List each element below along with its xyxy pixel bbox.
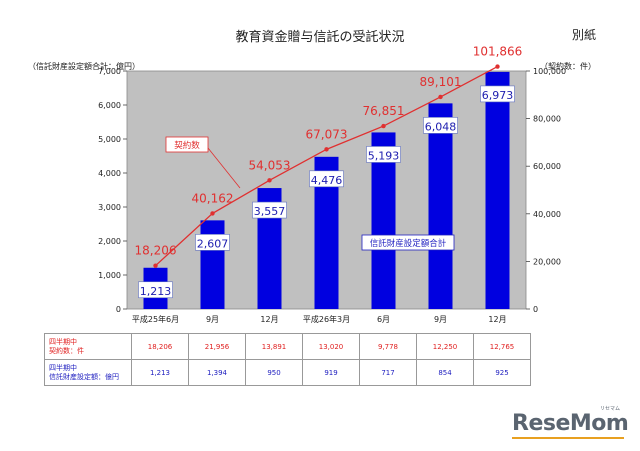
bar-label-box xyxy=(195,234,230,251)
right-tick-label: 20,000 xyxy=(533,257,561,266)
table-cell: 919 xyxy=(302,359,360,386)
x-tick-label: 12月 xyxy=(260,315,278,324)
table-cell: 12,250 xyxy=(416,333,474,360)
bar-label-box xyxy=(138,281,173,299)
bar-data-label: 6,048 xyxy=(425,120,457,133)
bar-label-box xyxy=(252,201,287,219)
contracts-data-label: 18,206 xyxy=(135,244,177,258)
bar xyxy=(485,71,510,309)
row-header-line2: 契約数：件 xyxy=(49,346,84,355)
right-tick-label: 60,000 xyxy=(533,162,561,171)
contracts-data-label: 40,162 xyxy=(192,191,234,205)
contracts-point xyxy=(438,94,443,100)
contracts-callout-box xyxy=(165,136,209,153)
x-tick-label: 6月 xyxy=(377,315,390,324)
contracts-data-label: 89,101 xyxy=(420,75,462,89)
bar-data-label: 5,193 xyxy=(368,149,400,162)
table-cell: 12,765 xyxy=(473,333,531,360)
logo-accent xyxy=(512,437,624,439)
resemom-logo: ReseMom xyxy=(512,411,629,436)
x-tick-label: 12月 xyxy=(488,315,506,324)
table-cell: 13,020 xyxy=(302,333,360,360)
row-header-line1: 四半期中 xyxy=(49,363,77,372)
bar xyxy=(428,103,453,309)
contracts-data-label: 101,866 xyxy=(473,45,523,59)
bar-label-box xyxy=(366,146,401,163)
table-cell: 717 xyxy=(359,359,417,386)
page-title: 教育資金贈与信託の受託状況 xyxy=(235,30,405,45)
table-cell: 18,206 xyxy=(131,333,189,360)
left-tick-label: 6,000 xyxy=(98,101,121,110)
row-header-line2: 信託財産設定額：億円 xyxy=(49,372,119,381)
left-tick-label: 5,000 xyxy=(98,135,121,144)
bar xyxy=(200,220,225,309)
left-tick-label: 3,000 xyxy=(98,203,121,212)
amount-callout-box xyxy=(361,234,455,251)
x-tick-label: 平成26年3月 xyxy=(303,314,350,324)
table-cell: 854 xyxy=(416,359,474,386)
left-tick-label: 4,000 xyxy=(98,169,121,178)
quarterly-table: 四半期中 契約数：件 18,206 21,956 13,891 13,020 9… xyxy=(44,333,531,386)
left-tick-label: 1,000 xyxy=(98,271,121,280)
left-tick-label: 0 xyxy=(116,305,121,314)
right-axis-label: （契約数：件） xyxy=(540,62,596,71)
table-row-contracts: 四半期中 契約数：件 18,206 21,956 13,891 13,020 9… xyxy=(44,333,531,360)
table-cell: 13,891 xyxy=(245,333,303,360)
contracts-point xyxy=(210,211,215,216)
bar-label-box xyxy=(309,170,344,188)
x-tick-label: 9月 xyxy=(434,315,447,324)
x-tick-label: 9月 xyxy=(206,315,219,324)
contracts-point xyxy=(495,64,500,69)
left-tick-label: 7,000 xyxy=(98,67,121,76)
table-row-amount: 四半期中 信託財産設定額：億円 1,213 1,394 950 919 717 … xyxy=(44,359,531,386)
bar-data-label: 3,557 xyxy=(254,205,286,218)
table-cell: 21,956 xyxy=(188,333,246,360)
contracts-data-label: 67,073 xyxy=(306,127,348,141)
table-cell: 9,778 xyxy=(359,333,417,360)
contracts-data-label: 54,053 xyxy=(249,158,291,172)
bar-data-label: 2,607 xyxy=(197,237,229,250)
contracts-callout-leader xyxy=(207,147,241,189)
bar-label-box xyxy=(423,117,458,134)
x-tick-label: 平成25年6月 xyxy=(132,314,179,324)
contracts-point xyxy=(267,178,272,183)
bar-data-label: 1,213 xyxy=(140,285,172,298)
bar-data-label: 6,973 xyxy=(482,89,514,102)
left-axis-label: （信託財産設定額合計：億円） xyxy=(28,62,140,71)
right-tick-label: 100,000 xyxy=(533,67,566,76)
contracts-point xyxy=(324,147,329,152)
bar-label-box xyxy=(480,85,515,103)
row-header-line1: 四半期中 xyxy=(49,337,77,346)
table-cell: 925 xyxy=(473,359,531,386)
amount-callout-label: 信託財産設定額合計 xyxy=(370,238,447,249)
annex-label: 別紙 xyxy=(572,28,597,42)
contracts-point xyxy=(153,263,158,268)
right-tick-label: 0 xyxy=(533,305,538,314)
right-tick-label: 40,000 xyxy=(533,210,561,219)
contracts-callout-label: 契約数 xyxy=(174,140,200,151)
table-cell: 1,213 xyxy=(131,359,189,386)
contracts-data-label: 76,851 xyxy=(363,104,405,118)
table-cell: 950 xyxy=(245,359,303,386)
row-header-contracts: 四半期中 契約数：件 xyxy=(44,333,132,360)
table-cell: 1,394 xyxy=(188,359,246,386)
left-tick-label: 2,000 xyxy=(98,237,121,246)
contracts-point xyxy=(381,123,386,129)
resemom-logo-sub: リセマム xyxy=(600,406,621,412)
right-tick-label: 80,000 xyxy=(533,115,561,124)
row-header-amount: 四半期中 信託財産設定額：億円 xyxy=(44,359,132,386)
bar-data-label: 4,476 xyxy=(311,174,343,187)
